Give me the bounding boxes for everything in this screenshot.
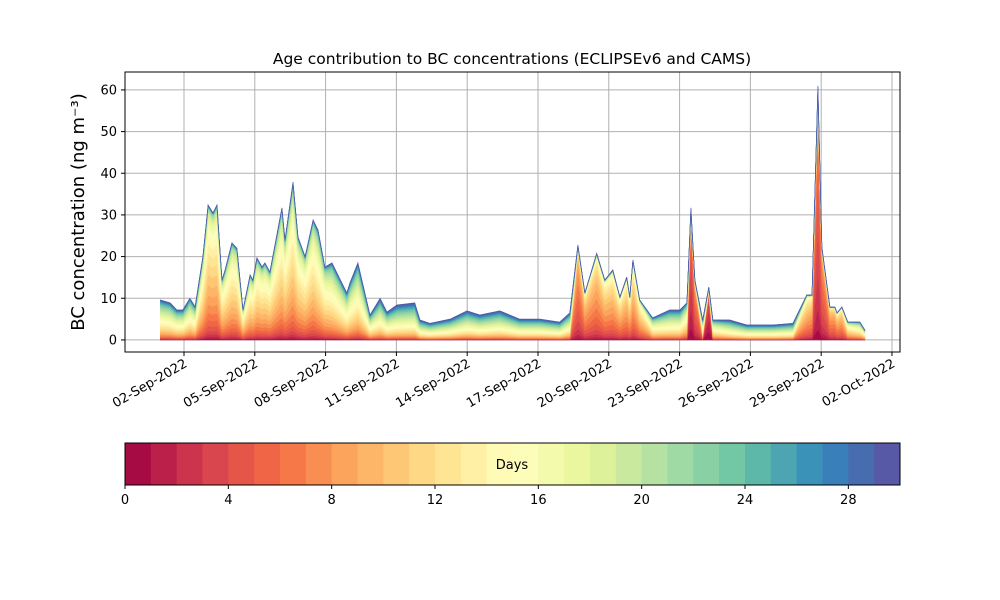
colorbar-tick-label: 28 [840, 493, 857, 508]
y-tick-label: 50 [100, 125, 117, 140]
y-axis-ticks: 0 10 20 30 40 50 60 [100, 83, 125, 348]
colorbar-segment-2 [176, 443, 203, 485]
colorbar-tick-label: 8 [328, 493, 336, 508]
colorbar-frame [124, 442, 901, 486]
x-tick-label: 29-Sep-2022 [747, 356, 827, 411]
colorbar-segment-4 [228, 443, 255, 485]
y-tick-label: 20 [100, 250, 117, 265]
colorbar-tick-label: 24 [737, 493, 754, 508]
colorbar-segment-27 [822, 443, 849, 485]
x-tick-label: 17-Sep-2022 [464, 356, 544, 411]
colorbar-segment-15 [512, 443, 539, 485]
x-tick-label: 26-Sep-2022 [677, 356, 757, 411]
x-tick-label: 20-Sep-2022 [535, 356, 615, 411]
colorbar-segment-24 [745, 443, 772, 485]
colorbar-segment-22 [693, 443, 720, 485]
age-bin-area-12 [160, 101, 866, 337]
colorbar-segment-12 [435, 443, 462, 485]
colorbar-segment-23 [719, 443, 746, 485]
stacked-areas [160, 85, 866, 341]
colorbar-segment-26 [796, 443, 823, 485]
y-tick-label: 10 [100, 292, 117, 307]
colorbar-segment-28 [848, 443, 875, 485]
x-axis-ticks: 02-Sep-202205-Sep-202208-Sep-202211-Sep-… [110, 352, 898, 411]
colorbar-segment-1 [150, 443, 178, 485]
x-tick-label: 08-Sep-2022 [252, 356, 332, 411]
colorbar-segment-3 [202, 443, 229, 485]
colorbar-segment-29 [874, 443, 901, 485]
colorbar-tick-label: 0 [121, 493, 129, 508]
colorbar-segment-20 [641, 443, 668, 485]
colorbar-segment-19 [615, 443, 643, 485]
x-tick-label: 02-Oct-2022 [820, 356, 898, 410]
x-tick-label: 14-Sep-2022 [393, 356, 473, 411]
y-tick-label: 30 [100, 208, 117, 223]
colorbar-tick-label: 16 [530, 493, 547, 508]
x-tick-label: 02-Sep-2022 [110, 356, 190, 411]
colorbar-segment-18 [590, 443, 617, 485]
colorbar-segment-5 [254, 443, 281, 485]
colorbar-segment-17 [564, 443, 591, 485]
y-tick-label: 40 [100, 167, 117, 182]
colorbar-tick-label: 12 [427, 493, 444, 508]
colorbar-segment-0 [125, 443, 152, 485]
colorbar-segment-21 [667, 443, 694, 485]
x-tick-label: 05-Sep-2022 [181, 356, 261, 411]
colorbar-segment-9 [357, 443, 384, 485]
y-tick-label: 60 [100, 83, 117, 98]
colorbar-ticks: 0 4 8 12 16 20 24 28 [121, 485, 857, 508]
y-tick-label: 0 [109, 333, 117, 348]
colorbar-segment-25 [770, 443, 798, 485]
colorbar-segment-16 [538, 443, 565, 485]
x-tick-label: 23-Sep-2022 [606, 356, 686, 411]
colorbar-tick-label: 20 [633, 493, 650, 508]
colorbar-segment-14 [486, 443, 513, 485]
y-axis-label: BC concentration (ng m⁻³) [68, 93, 89, 331]
colorbar-segment-11 [409, 443, 436, 485]
chart-title: Age contribution to BC concentrations (E… [273, 50, 751, 68]
colorbar-segment-8 [331, 443, 358, 485]
age-bin-area-29 [160, 85, 866, 332]
colorbar-label: Days [496, 458, 529, 473]
plot-frame [124, 71, 901, 353]
colorbar-segment-10 [383, 443, 410, 485]
colorbar-tick-label: 4 [224, 493, 232, 508]
colorbar-segment-7 [305, 443, 333, 485]
colorbar [125, 443, 901, 485]
colorbar-segment-13 [460, 443, 488, 485]
x-tick-label: 11-Sep-2022 [323, 356, 403, 411]
colorbar-segment-6 [280, 443, 307, 485]
